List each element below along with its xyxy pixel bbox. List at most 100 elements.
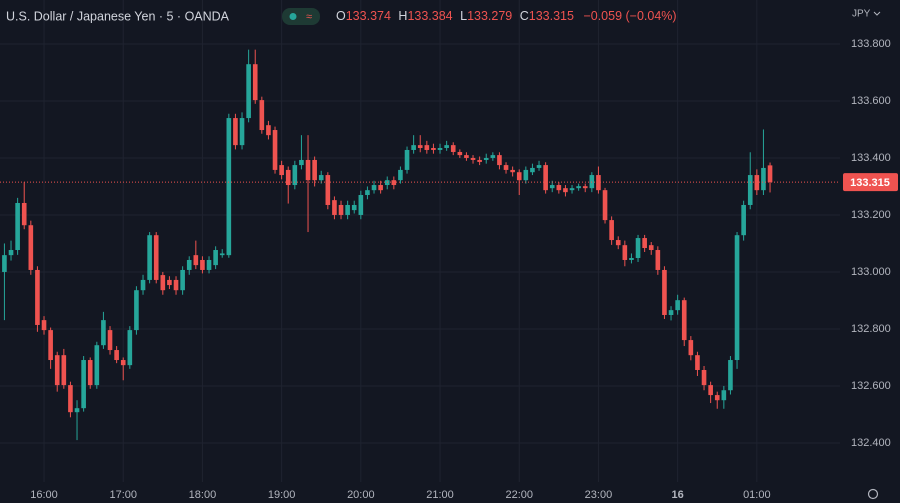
grid	[0, 0, 840, 482]
candle-body	[681, 300, 687, 341]
candle-body	[622, 245, 628, 260]
candle-body	[81, 360, 86, 409]
y-tick-label: 133.600	[851, 95, 891, 107]
ohlc-value: 133.279	[467, 9, 512, 23]
candle-body	[206, 259, 212, 270]
candle-body	[569, 188, 575, 191]
candle-body	[8, 250, 14, 256]
candle-body	[167, 279, 172, 286]
x-tick-label: 21:00	[426, 489, 454, 501]
candle-body	[655, 250, 661, 270]
candle-body	[101, 320, 106, 346]
candle-body	[74, 408, 80, 413]
x-tick-label: 23:00	[585, 489, 613, 501]
candle-body	[233, 118, 238, 146]
x-tick-label: 16	[672, 489, 684, 501]
candle-body	[543, 165, 548, 191]
x-tick-label: 19:00	[268, 489, 296, 501]
candle-body	[180, 269, 185, 291]
candle-body	[35, 269, 40, 325]
candle-body	[714, 395, 720, 401]
x-tick-label: 17:00	[109, 489, 137, 501]
ohlc-letter: C	[520, 9, 529, 23]
candle-body	[345, 204, 350, 215]
candle-body	[28, 225, 34, 270]
candle-body	[734, 235, 740, 361]
candle-body	[642, 238, 647, 249]
candle-body	[279, 165, 284, 176]
symbol-title: U.S. Dollar / Japanese Yen · 5 · OANDA	[6, 9, 230, 23]
candle-body	[629, 257, 634, 260]
y-tick-label: 133.800	[851, 38, 891, 50]
x-tick-label: 22:00	[505, 489, 533, 501]
candle-body	[556, 185, 562, 191]
candle-body	[61, 355, 67, 386]
candle-body	[747, 175, 753, 205]
candle-body	[325, 175, 331, 205]
candle-body	[266, 125, 271, 136]
candle-body	[213, 250, 218, 266]
currency[interactable]: JPY	[852, 9, 871, 20]
candle-body	[114, 350, 119, 361]
y-tick-label: 133.200	[851, 209, 891, 221]
candle-body	[200, 259, 205, 270]
candle-body	[589, 175, 595, 189]
x-tick-label: 01:00	[743, 489, 771, 501]
last-price-label: 133.315	[850, 177, 890, 189]
candle-body	[536, 165, 542, 168]
candle-body	[358, 195, 364, 215]
candle-body	[351, 204, 357, 211]
candle-body	[299, 159, 304, 166]
settings-icon[interactable]	[867, 488, 879, 500]
candle-body	[127, 330, 133, 366]
candle-body	[246, 64, 251, 119]
candle-body	[54, 355, 60, 386]
candle-body	[134, 290, 139, 331]
candle-body	[68, 385, 73, 413]
candle-body	[668, 310, 674, 315]
candle-body	[94, 345, 100, 386]
status-dot	[289, 13, 297, 20]
candle-body	[503, 165, 509, 170]
candle-body	[576, 186, 581, 189]
candle-body	[87, 360, 93, 386]
candle-body	[483, 157, 489, 160]
x-tick-label: 18:00	[189, 489, 217, 501]
ohlc-letter: H	[398, 9, 407, 23]
currency-caret	[873, 11, 881, 16]
status-pill[interactable]	[282, 8, 320, 25]
candle-body	[398, 169, 403, 181]
candle-body	[424, 145, 430, 150]
candle-body	[457, 151, 463, 156]
candle-body	[431, 147, 436, 150]
candle-body	[464, 155, 469, 158]
candle-body	[609, 220, 614, 241]
x-tick-label: 16:00	[30, 489, 58, 501]
candle-body	[549, 185, 555, 189]
candle-body	[596, 175, 601, 191]
candle-body	[602, 190, 608, 221]
candle-body	[490, 155, 496, 158]
candle-body	[48, 330, 53, 361]
ohlc-value: 133.384	[407, 9, 452, 23]
candle-body	[516, 172, 522, 181]
change: −0.059 (−0.04%)	[583, 9, 676, 23]
candle-body	[193, 255, 199, 266]
ohlc-value: 133.315	[529, 9, 574, 23]
candle-body	[173, 279, 179, 291]
candle-body	[272, 130, 278, 170]
ohlc-legend: O133.374 H133.384 L133.279 C133.315 −0.0…	[336, 9, 677, 23]
candle-body	[767, 165, 773, 183]
y-tick-label: 132.800	[851, 323, 891, 335]
ohlc-value: 133.374	[346, 9, 391, 23]
candle-body	[140, 279, 146, 291]
ohlc-letter: L	[460, 9, 467, 23]
candle-body	[761, 167, 766, 191]
candle-body	[728, 360, 733, 391]
candle-body	[160, 275, 166, 291]
candle-body	[252, 64, 258, 101]
candle-body	[523, 169, 529, 181]
ohlc-letter: O	[336, 9, 346, 23]
